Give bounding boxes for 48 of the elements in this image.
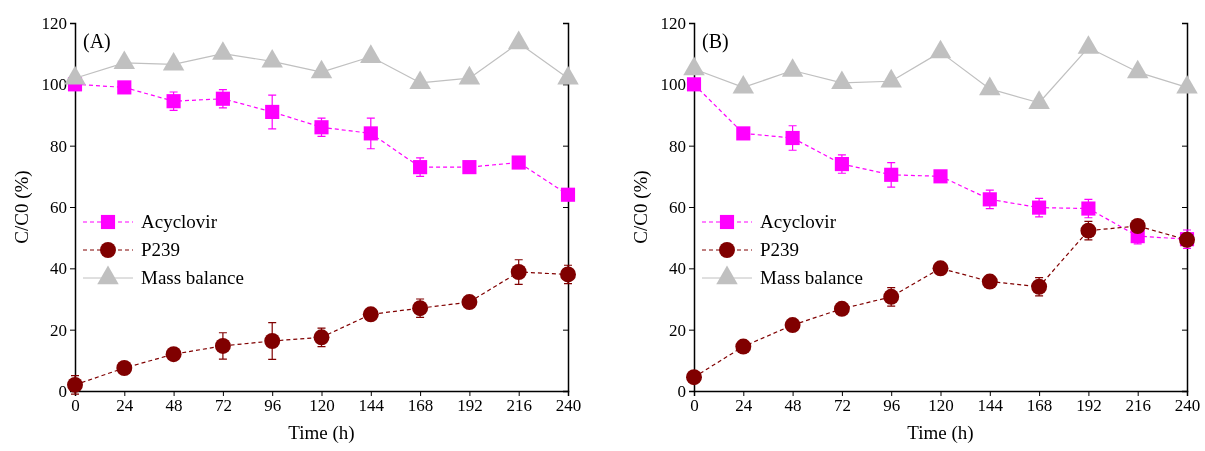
y-axis-title: C/C0 (%) [630, 170, 652, 244]
y-tick-label: 0 [58, 381, 67, 401]
x-tick-label: 168 [1026, 396, 1053, 416]
x-tick-label: 240 [1174, 396, 1201, 416]
legend-label: P239 [141, 239, 181, 260]
y-tick-label: 100 [660, 75, 686, 95]
x-tick-label: 48 [784, 396, 802, 416]
legend-label: Mass balance [141, 267, 244, 288]
x-tick-label: 168 [407, 396, 434, 416]
annotation: (B) [702, 30, 729, 53]
y-tick-label: 100 [41, 75, 67, 95]
x-tick-label: 24 [735, 396, 753, 416]
x-tick-label: 48 [165, 396, 183, 416]
y-tick-label: 60 [669, 197, 686, 217]
y-tick-label: 80 [669, 136, 686, 156]
x-axis-title: Time (h) [288, 422, 355, 444]
x-tick-label: 192 [1076, 396, 1102, 416]
x-tick-label: 96 [883, 396, 901, 416]
x-tick-label: 0 [71, 396, 80, 416]
y-tick-label: 20 [50, 320, 67, 340]
x-tick-label: 216 [1125, 396, 1151, 416]
x-tick-label: 240 [555, 396, 582, 416]
x-tick-label: 72 [833, 396, 851, 416]
legend-label: Acyclovir [141, 211, 218, 232]
y-tick-label: 40 [50, 259, 67, 279]
x-tick-label: 144 [358, 396, 385, 416]
x-tick-label: 120 [309, 396, 335, 416]
y-tick-label: 120 [41, 13, 67, 33]
y-tick-label: 0 [677, 381, 686, 401]
y-tick-label: 120 [660, 13, 686, 33]
y-tick-label: 40 [669, 259, 686, 279]
y-tick-label: 20 [669, 320, 686, 340]
x-tick-label: 0 [690, 396, 699, 416]
legend-label: P239 [760, 239, 800, 260]
x-tick-label: 216 [506, 396, 532, 416]
x-tick-label: 72 [214, 396, 232, 416]
legend-label: Mass balance [760, 267, 863, 288]
y-tick-label: 60 [50, 197, 67, 217]
x-tick-label: 120 [928, 396, 954, 416]
x-tick-label: 192 [457, 396, 483, 416]
x-axis-title: Time (h) [907, 422, 974, 444]
x-tick-label: 24 [116, 396, 134, 416]
x-tick-label: 144 [977, 396, 1004, 416]
y-axis-title: C/C0 (%) [11, 170, 33, 244]
legend-label: Acyclovir [760, 211, 837, 232]
annotation: (A) [83, 30, 111, 53]
x-tick-label: 96 [264, 396, 282, 416]
y-tick-label: 80 [50, 136, 67, 156]
